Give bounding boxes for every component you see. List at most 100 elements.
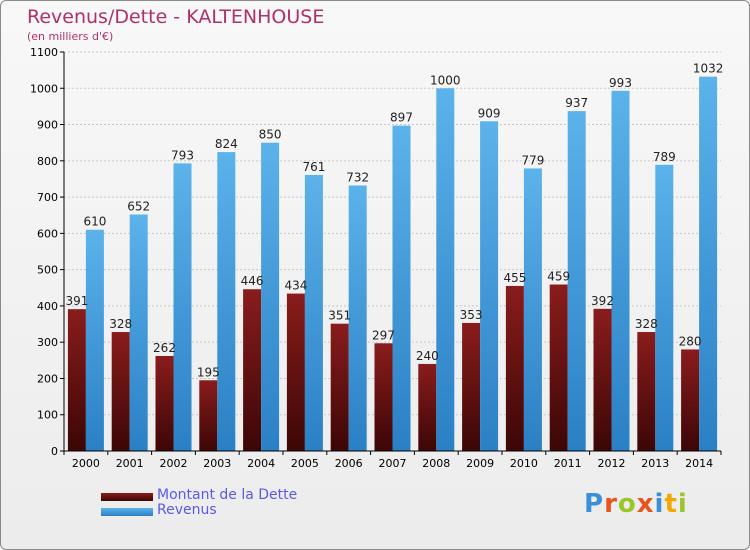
y-tick-label: 1000 bbox=[30, 82, 58, 95]
label-debt-2013: 328 bbox=[635, 317, 658, 331]
y-tick-label: 0 bbox=[51, 445, 58, 458]
bar-debt-2010 bbox=[505, 285, 524, 451]
x-tick-label: 2012 bbox=[598, 457, 626, 470]
bar-debt-2005 bbox=[286, 293, 305, 451]
legend-label-debt: Montant de la Dette bbox=[157, 487, 298, 503]
bar-revenue-2003 bbox=[217, 152, 236, 451]
x-tick-label: 2001 bbox=[116, 457, 144, 470]
axes: 0 100 200 300 400 500 600 700 800 900 1000 1100 2000… bbox=[30, 46, 722, 470]
label-revenue-2012: 993 bbox=[609, 76, 632, 90]
proxiti-logo-letter: t bbox=[664, 489, 678, 519]
label-revenue-2008: 1000 bbox=[430, 73, 461, 87]
label-revenue-2001: 652 bbox=[127, 200, 150, 214]
label-revenue-2005: 761 bbox=[302, 160, 325, 174]
bar-revenue-2010 bbox=[523, 168, 542, 451]
bars bbox=[67, 76, 718, 452]
label-debt-2009: 353 bbox=[460, 308, 483, 322]
label-debt-2010: 455 bbox=[503, 271, 526, 285]
bar-revenue-2011 bbox=[567, 111, 586, 451]
bar-revenue-2005 bbox=[304, 174, 323, 451]
bar-revenue-2000 bbox=[85, 229, 104, 451]
bar-debt-2009 bbox=[462, 322, 481, 451]
x-tick-label: 2014 bbox=[685, 457, 713, 470]
data-labels: 391 610 328 652 262 793 195 824 446 850 434 761 351 7… bbox=[65, 62, 723, 380]
proxiti-logo-letter: o bbox=[617, 489, 637, 519]
label-debt-2012: 392 bbox=[591, 294, 614, 308]
bar-revenue-2002 bbox=[173, 163, 192, 451]
y-tick-label: 100 bbox=[37, 409, 58, 422]
bar-revenue-2008 bbox=[436, 88, 455, 451]
label-debt-2006: 351 bbox=[328, 309, 351, 323]
proxiti-logo-letter: P bbox=[584, 489, 605, 519]
bar-revenue-2013 bbox=[655, 164, 674, 452]
bar-debt-2002 bbox=[155, 355, 174, 451]
label-revenue-2003: 824 bbox=[215, 137, 238, 151]
label-revenue-2011: 937 bbox=[565, 96, 588, 110]
label-revenue-2010: 779 bbox=[521, 153, 544, 167]
label-debt-2005: 434 bbox=[284, 279, 307, 293]
x-tick-label: 2011 bbox=[554, 457, 582, 470]
label-debt-2011: 459 bbox=[547, 270, 570, 284]
bar-debt-2007 bbox=[374, 343, 393, 451]
bar-debt-2001 bbox=[111, 332, 130, 451]
x-tick-label: 2005 bbox=[291, 457, 319, 470]
y-tick-label: 700 bbox=[37, 191, 58, 204]
proxiti-logo-letter: r bbox=[604, 489, 618, 519]
bar-debt-2006 bbox=[330, 323, 349, 451]
y-tick-label: 200 bbox=[37, 372, 58, 385]
y-tick-label: 1100 bbox=[30, 46, 58, 59]
x-tick-label: 2004 bbox=[247, 457, 275, 470]
y-tick-label: 400 bbox=[37, 300, 58, 313]
label-revenue-2013: 789 bbox=[653, 150, 676, 164]
bar-revenue-2001 bbox=[129, 214, 148, 451]
label-debt-2003: 195 bbox=[197, 365, 220, 379]
legend-swatch-revenue bbox=[101, 508, 153, 516]
bar-revenue-2012 bbox=[611, 90, 630, 451]
y-tick-label: 900 bbox=[37, 119, 58, 132]
chart-title: Revenus/Dette - KALTENHOUSE bbox=[27, 6, 325, 28]
y-tick-label: 800 bbox=[37, 155, 58, 168]
label-debt-2002: 262 bbox=[153, 341, 176, 355]
label-revenue-2004: 850 bbox=[259, 128, 282, 142]
x-tick-label: 2003 bbox=[203, 457, 231, 470]
y-tick-label: 500 bbox=[37, 264, 58, 277]
x-tick-label: 2006 bbox=[335, 457, 363, 470]
label-revenue-2006: 732 bbox=[346, 170, 369, 184]
bar-revenue-2014 bbox=[699, 76, 718, 451]
x-tick-label: 2009 bbox=[466, 457, 494, 470]
x-tick-label: 2000 bbox=[72, 457, 100, 470]
legend-label-revenue: Revenus bbox=[157, 502, 217, 518]
x-tick-label: 2013 bbox=[641, 457, 669, 470]
bar-debt-2000 bbox=[67, 309, 86, 451]
label-debt-2000: 391 bbox=[65, 294, 88, 308]
label-debt-2007: 297 bbox=[372, 328, 395, 342]
bar-debt-2013 bbox=[637, 332, 656, 451]
y-tick-label: 600 bbox=[37, 227, 58, 240]
legend-swatch-debt bbox=[101, 493, 153, 501]
bar-debt-2008 bbox=[418, 363, 437, 451]
bar-revenue-2007 bbox=[392, 125, 411, 451]
chart-subtitle: (en milliers d'€) bbox=[27, 30, 114, 43]
bar-debt-2014 bbox=[681, 349, 700, 451]
bar-revenue-2009 bbox=[480, 121, 499, 451]
bar-revenue-2006 bbox=[348, 185, 367, 451]
proxiti-logo-letter: x bbox=[636, 489, 655, 519]
label-revenue-2009: 909 bbox=[478, 106, 501, 120]
label-debt-2014: 280 bbox=[679, 334, 702, 348]
label-revenue-2000: 610 bbox=[83, 215, 106, 229]
bar-debt-2012 bbox=[593, 308, 612, 451]
proxiti-logo: Proxiti bbox=[584, 489, 688, 519]
x-tick-label: 2007 bbox=[379, 457, 407, 470]
proxiti-logo-letter: i bbox=[654, 489, 665, 519]
y-tick-label: 300 bbox=[37, 336, 58, 349]
label-revenue-2007: 897 bbox=[390, 111, 413, 125]
bar-revenue-2004 bbox=[261, 142, 280, 451]
proxiti-logo-letter: i bbox=[677, 489, 688, 519]
label-revenue-2002: 793 bbox=[171, 148, 194, 162]
bar-debt-2004 bbox=[243, 289, 262, 451]
label-debt-2004: 446 bbox=[241, 274, 264, 288]
label-debt-2001: 328 bbox=[109, 317, 132, 331]
label-revenue-2014: 1032 bbox=[693, 62, 724, 76]
